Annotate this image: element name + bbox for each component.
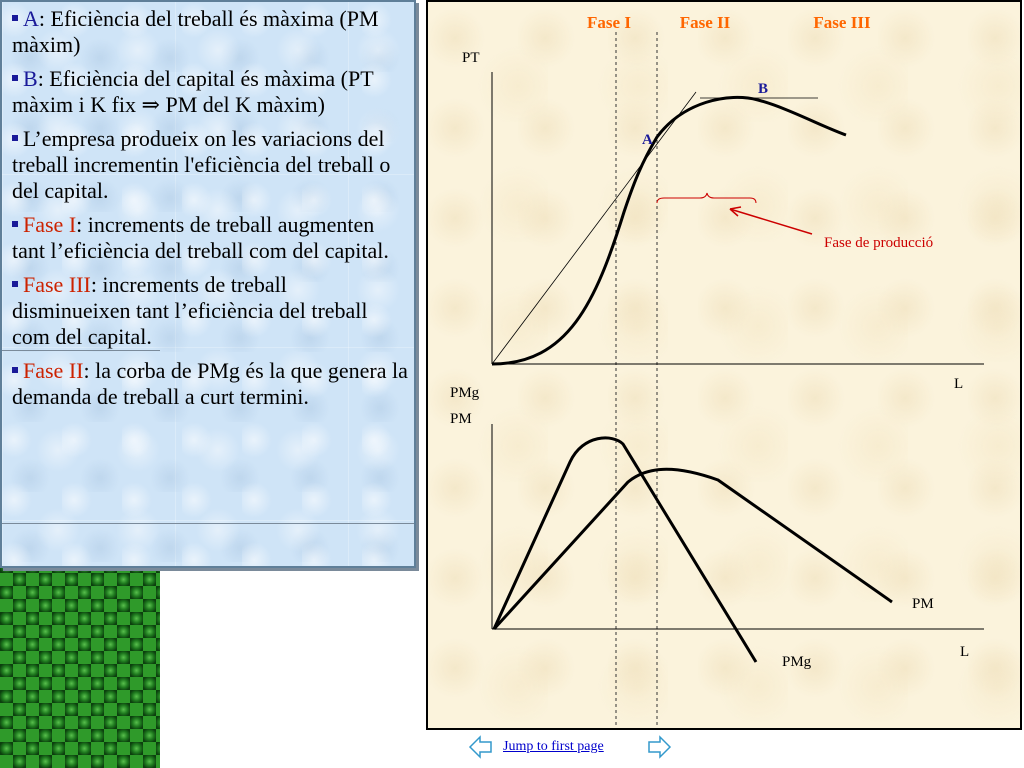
top-y-label: PT <box>462 50 480 66</box>
square-bullet-icon <box>12 220 18 227</box>
square-bullet-icon <box>12 366 18 373</box>
annotation-label: Fase de producció <box>824 235 933 251</box>
phase-label-1: Fase I <box>587 13 631 32</box>
bullet-term: A <box>23 6 39 31</box>
point-a-label: A <box>642 132 653 148</box>
bullet-production: L’empresa produeix on les variacions del… <box>12 126 408 204</box>
bullet-text: : increments de treball disminueixen tan… <box>12 272 368 349</box>
bullet-text: L’empresa produeix on les variacions del… <box>12 126 391 203</box>
bottom-x-label: L <box>960 644 969 660</box>
phase-label-3: Fase III <box>813 13 871 32</box>
pm-curve <box>492 467 893 631</box>
text-panel: A: Eficiència del treball és màxima (PM … <box>0 0 416 568</box>
production-chart: Fase I Fase II Fase III PT L A B Fase de… <box>426 0 1022 730</box>
pm-curve-label: PM <box>912 596 934 612</box>
square-bullet-icon <box>12 280 18 287</box>
jump-to-first-page-link[interactable]: Jump to first page <box>503 739 604 754</box>
bullet-term: Fase II <box>23 358 84 383</box>
top-x-label: L <box>954 376 963 392</box>
pt-curve <box>491 95 847 366</box>
tangent-line <box>491 91 697 365</box>
divider <box>2 350 160 351</box>
square-bullet-icon <box>12 14 18 21</box>
bullet-b: B: Eficiència del capital és màxima (PT … <box>12 66 408 118</box>
bullet-text: : increments de treball augmenten tant l… <box>12 212 389 263</box>
left-arrow-icon[interactable] <box>468 734 494 760</box>
bottom-y-label-pm: PM <box>450 411 472 427</box>
right-arrow-icon[interactable] <box>646 734 672 760</box>
chart-svg: Fase I Fase II Fase III PT L A B Fase de… <box>450 13 984 727</box>
bullet-fase-1: Fase I: increments de treball augmenten … <box>12 212 408 264</box>
decorative-texture <box>0 560 160 768</box>
bullet-fase-3: Fase III: increments de treball disminue… <box>12 272 408 350</box>
point-b-label: B <box>758 81 768 97</box>
pmg-curve-label: PMg <box>782 654 812 670</box>
bullet-fase-2: Fase II: la corba de PMg és la que gener… <box>12 358 408 410</box>
slide-navigation: Jump to first page <box>468 734 678 762</box>
square-bullet-icon <box>12 134 18 141</box>
bullet-text: : la corba de PMg és la que genera la de… <box>12 358 408 409</box>
bullet-text: : Eficiència del capital és màxima (PT m… <box>12 66 374 117</box>
phase-brace <box>656 192 757 204</box>
annotation-arrow <box>729 208 813 235</box>
pmg-curve <box>492 436 758 663</box>
square-bullet-icon <box>12 74 18 81</box>
bullet-term: B <box>23 66 38 91</box>
bullet-term: Fase I <box>23 212 77 237</box>
bullet-text: : Eficiència del treball és màxima (PM m… <box>12 6 379 57</box>
bullet-a: A: Eficiència del treball és màxima (PM … <box>12 6 408 58</box>
bullet-term: Fase III <box>23 272 91 297</box>
bottom-y-label-pmg: PMg <box>450 385 480 401</box>
phase-label-2: Fase II <box>680 13 731 32</box>
divider <box>2 523 414 524</box>
annotation-arrowhead <box>729 206 742 217</box>
